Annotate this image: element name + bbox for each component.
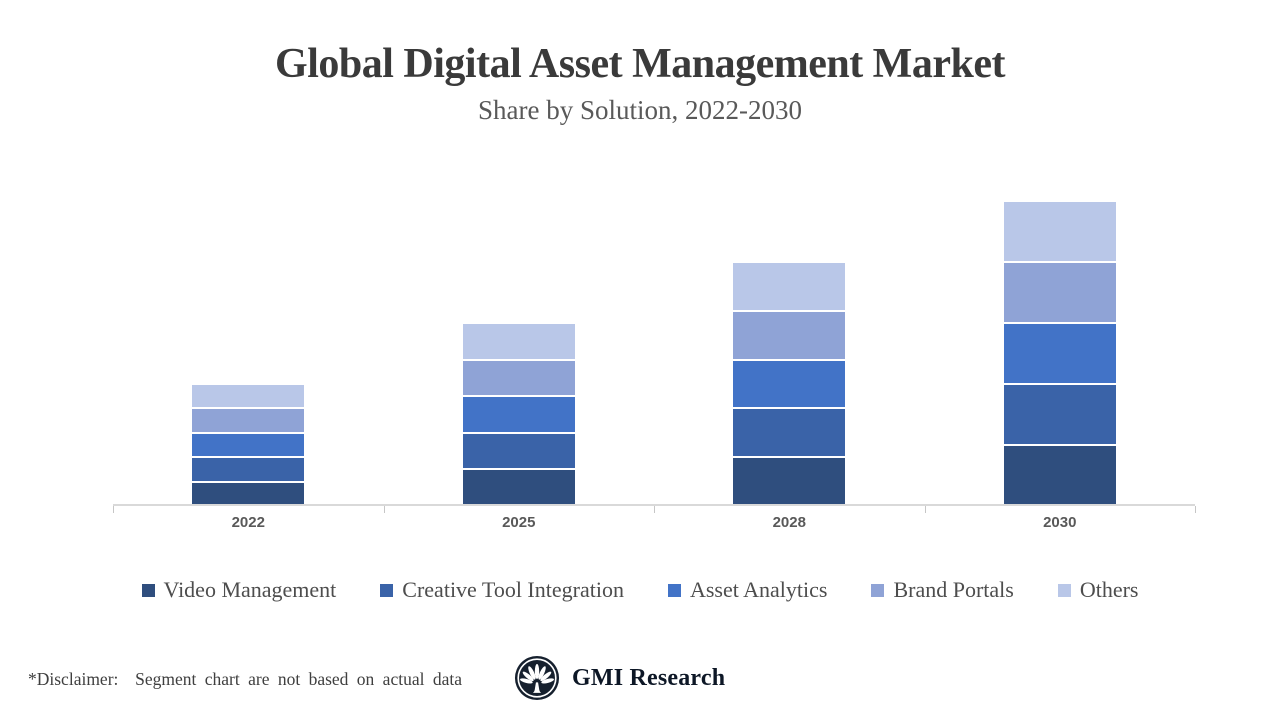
legend-marker-icon bbox=[871, 583, 885, 597]
bar-segment bbox=[191, 481, 306, 506]
x-axis-tick bbox=[384, 506, 385, 513]
bar-segment bbox=[732, 457, 847, 506]
bar-segment bbox=[461, 432, 576, 470]
bar-segment bbox=[191, 432, 306, 458]
x-axis-tick bbox=[113, 506, 114, 513]
legend: Video Management Creative Tool Integratio… bbox=[0, 577, 1280, 603]
bar-2028 bbox=[732, 262, 847, 506]
gmi-logo-icon bbox=[514, 655, 560, 701]
legend-label: Asset Analytics bbox=[689, 577, 828, 602]
legend-label: Creative Tool Integration bbox=[402, 577, 624, 602]
year-label: 2022 bbox=[231, 514, 265, 531]
disclaimer-text: *Disclaimer: Segment chart are not based… bbox=[28, 669, 462, 689]
bar-segment bbox=[461, 396, 576, 433]
bar-segment bbox=[461, 359, 576, 397]
bar-2025 bbox=[461, 323, 576, 506]
bar-2022 bbox=[191, 384, 306, 506]
plot-area: 2022 2025 2028 2030 bbox=[113, 186, 1196, 531]
legend-item: Others bbox=[1057, 577, 1139, 603]
bar-segment bbox=[461, 323, 576, 360]
bar-segment bbox=[1002, 262, 1117, 323]
legend-item: Asset Analytics bbox=[667, 577, 828, 603]
bar-segment bbox=[461, 469, 576, 506]
chart-title: Global Digital Asset Management Market bbox=[275, 41, 1005, 87]
x-axis-tick bbox=[654, 506, 655, 513]
legend-item: Video Management bbox=[141, 577, 337, 603]
chart-subtitle: Share by Solution, 2022-2030 bbox=[478, 95, 802, 125]
bar-segment bbox=[1002, 445, 1117, 506]
bar-segment bbox=[732, 310, 847, 360]
year-label: 2030 bbox=[1043, 514, 1077, 531]
x-axis-tick bbox=[1195, 506, 1196, 513]
legend-item: Creative Tool Integration bbox=[380, 577, 624, 603]
legend-label: Video Management bbox=[163, 577, 337, 602]
legend-marker-icon bbox=[667, 583, 681, 597]
bar-segment bbox=[732, 408, 847, 458]
bar-segment bbox=[1002, 384, 1117, 445]
legend-marker-icon bbox=[141, 583, 155, 597]
legend-marker-icon bbox=[1057, 583, 1071, 597]
bar-segment bbox=[732, 262, 847, 311]
x-axis-line bbox=[113, 504, 1195, 506]
year-label: 2025 bbox=[502, 514, 536, 531]
bar-segment bbox=[732, 359, 847, 409]
brand-logo: GMI Research bbox=[514, 654, 725, 702]
bar-segment bbox=[1002, 323, 1117, 384]
legend-label: Brand Portals bbox=[893, 577, 1014, 602]
brand-name: GMI Research bbox=[572, 664, 726, 691]
bar-segment bbox=[191, 457, 306, 482]
legend-label: Others bbox=[1079, 577, 1139, 602]
x-axis-tick bbox=[925, 506, 926, 513]
bar-segment bbox=[1002, 201, 1117, 262]
bar-segment bbox=[191, 384, 306, 409]
year-label: 2028 bbox=[772, 514, 806, 531]
legend-marker-icon bbox=[380, 583, 394, 597]
legend-item: Brand Portals bbox=[871, 577, 1014, 603]
bar-2030 bbox=[1002, 201, 1117, 506]
bar-segment bbox=[191, 408, 306, 433]
